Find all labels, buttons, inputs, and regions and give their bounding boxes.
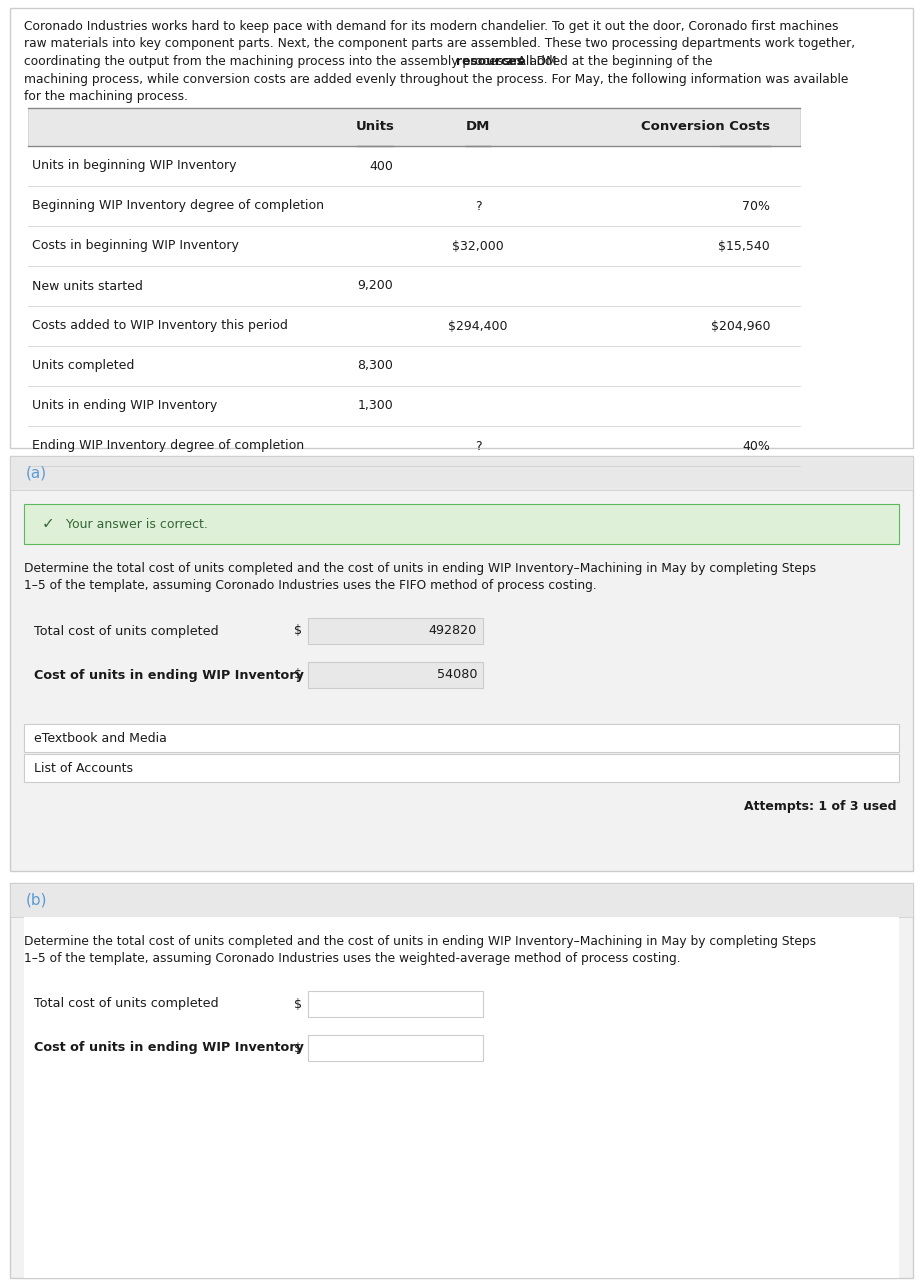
- Bar: [308, 662, 483, 689]
- Text: resources: resources: [456, 55, 523, 68]
- Text: Coronado Industries works hard to keep pace with demand for its modern chandelie: Coronado Industries works hard to keep p…: [24, 20, 838, 33]
- Text: Units completed: Units completed: [32, 360, 135, 372]
- Bar: [24, 916, 899, 1277]
- Text: Beginning WIP Inventory degree of completion: Beginning WIP Inventory degree of comple…: [32, 200, 324, 212]
- Text: Costs in beginning WIP Inventory: Costs in beginning WIP Inventory: [32, 239, 239, 252]
- Text: $204,960: $204,960: [711, 320, 770, 333]
- Text: 54080: 54080: [437, 668, 477, 681]
- Bar: [10, 883, 913, 916]
- Bar: [24, 754, 899, 782]
- Text: $15,540: $15,540: [718, 239, 770, 252]
- Text: ✓: ✓: [42, 517, 54, 531]
- Text: are added at the beginning of the: are added at the beginning of the: [501, 55, 712, 68]
- Text: Cost of units in ending WIP Inventory: Cost of units in ending WIP Inventory: [34, 668, 304, 681]
- Text: List of Accounts: List of Accounts: [34, 762, 133, 774]
- Text: Determine the total cost of units completed and the cost of units in ending WIP : Determine the total cost of units comple…: [24, 562, 816, 575]
- Bar: [10, 456, 913, 870]
- Text: $: $: [294, 625, 302, 637]
- Bar: [24, 504, 899, 544]
- Bar: [10, 883, 913, 1277]
- Text: Units in beginning WIP Inventory: Units in beginning WIP Inventory: [32, 160, 236, 173]
- Text: $: $: [294, 997, 302, 1010]
- Text: 1,300: 1,300: [357, 399, 393, 412]
- Text: 8,300: 8,300: [357, 360, 393, 372]
- Text: Cost of units in ending WIP Inventory: Cost of units in ending WIP Inventory: [34, 1042, 304, 1055]
- Text: 400: 400: [369, 160, 393, 173]
- Text: Costs added to WIP Inventory this period: Costs added to WIP Inventory this period: [32, 320, 288, 333]
- Text: $: $: [294, 1042, 302, 1055]
- Text: Units: Units: [355, 120, 394, 133]
- Bar: [28, 108, 800, 146]
- Text: New units started: New units started: [32, 279, 143, 293]
- Text: DM: DM: [466, 120, 490, 133]
- Bar: [10, 8, 913, 448]
- Text: 1–5 of the template, assuming Coronado Industries uses the FIFO method of proces: 1–5 of the template, assuming Coronado I…: [24, 579, 597, 591]
- Bar: [308, 991, 483, 1018]
- Text: eTextbook and Media: eTextbook and Media: [34, 731, 167, 745]
- Text: Your answer is correct.: Your answer is correct.: [66, 517, 208, 530]
- Text: 9,200: 9,200: [357, 279, 393, 293]
- Text: ?: ?: [474, 200, 481, 212]
- Text: 1–5 of the template, assuming Coronado Industries uses the weighted-average meth: 1–5 of the template, assuming Coronado I…: [24, 952, 680, 965]
- Text: 492820: 492820: [429, 625, 477, 637]
- Text: Total cost of units completed: Total cost of units completed: [34, 625, 219, 637]
- Text: raw materials into key component parts. Next, the component parts are assembled.: raw materials into key component parts. …: [24, 37, 855, 50]
- Text: coordinating the output from the machining process into the assembly process. Al: coordinating the output from the machini…: [24, 55, 560, 68]
- Bar: [10, 456, 913, 490]
- Text: Total cost of units completed: Total cost of units completed: [34, 997, 219, 1010]
- Text: (b): (b): [26, 892, 47, 908]
- Text: machining process, while conversion costs are added evenly throughout the proces: machining process, while conversion cost…: [24, 73, 848, 86]
- Text: (a): (a): [26, 466, 47, 480]
- Text: ?: ?: [474, 439, 481, 453]
- Text: 40%: 40%: [742, 439, 770, 453]
- Text: $294,400: $294,400: [449, 320, 508, 333]
- Text: $32,000: $32,000: [452, 239, 504, 252]
- Text: Ending WIP Inventory degree of completion: Ending WIP Inventory degree of completio…: [32, 439, 304, 453]
- Text: Units in ending WIP Inventory: Units in ending WIP Inventory: [32, 399, 217, 412]
- Text: $: $: [294, 668, 302, 681]
- Text: Conversion Costs: Conversion Costs: [641, 120, 770, 133]
- Text: Attempts: 1 of 3 used: Attempts: 1 of 3 used: [745, 800, 897, 813]
- Text: 70%: 70%: [742, 200, 770, 212]
- Text: Determine the total cost of units completed and the cost of units in ending WIP : Determine the total cost of units comple…: [24, 934, 816, 948]
- Bar: [24, 724, 899, 751]
- Bar: [308, 1036, 483, 1061]
- Text: for the machining process.: for the machining process.: [24, 90, 188, 102]
- Bar: [308, 618, 483, 644]
